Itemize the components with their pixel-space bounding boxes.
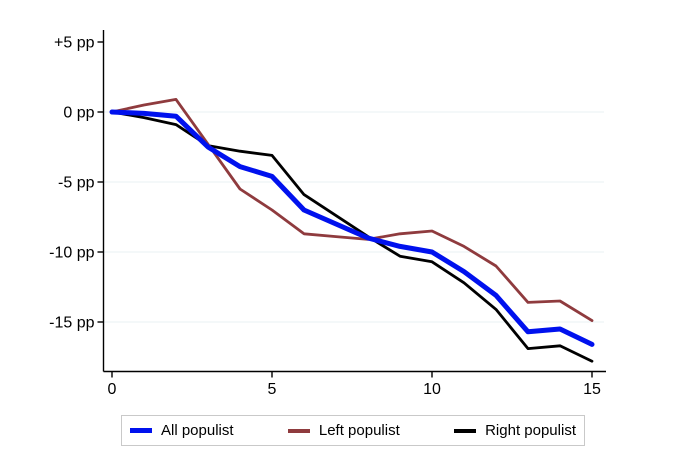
- legend: All populist Left populist Right populis…: [121, 415, 585, 446]
- y-tick-label: +5 pp: [54, 35, 95, 52]
- x-tick-label: 0: [108, 381, 117, 398]
- x-tick-label: 5: [268, 381, 277, 398]
- legend-item-right-populist: Right populist: [454, 422, 576, 439]
- legend-item-all-populist: All populist: [130, 422, 234, 439]
- y-tick-label: -5 pp: [58, 175, 95, 192]
- y-tick-label: -10 pp: [49, 245, 94, 262]
- legend-item-left-populist: Left populist: [287, 422, 400, 439]
- right-populist-swatch: [454, 428, 477, 433]
- y-tick-label: -15 pp: [49, 315, 94, 332]
- x-tick-label: 10: [423, 381, 441, 398]
- y-tick-label: 0 pp: [63, 105, 94, 122]
- series-line-all-populist: [109, 109, 595, 347]
- legend-label-right-populist: Right populist: [485, 422, 576, 439]
- series-line-left-populist: [110, 98, 594, 323]
- legend-label-left-populist: Left populist: [318, 422, 400, 439]
- x-tick-label: 15: [583, 381, 601, 398]
- legend-label-all-populist: All populist: [161, 422, 234, 439]
- series-line-right-populist: [110, 110, 594, 363]
- left-populist-swatch: [287, 428, 310, 433]
- all-populist-swatch: [130, 428, 152, 433]
